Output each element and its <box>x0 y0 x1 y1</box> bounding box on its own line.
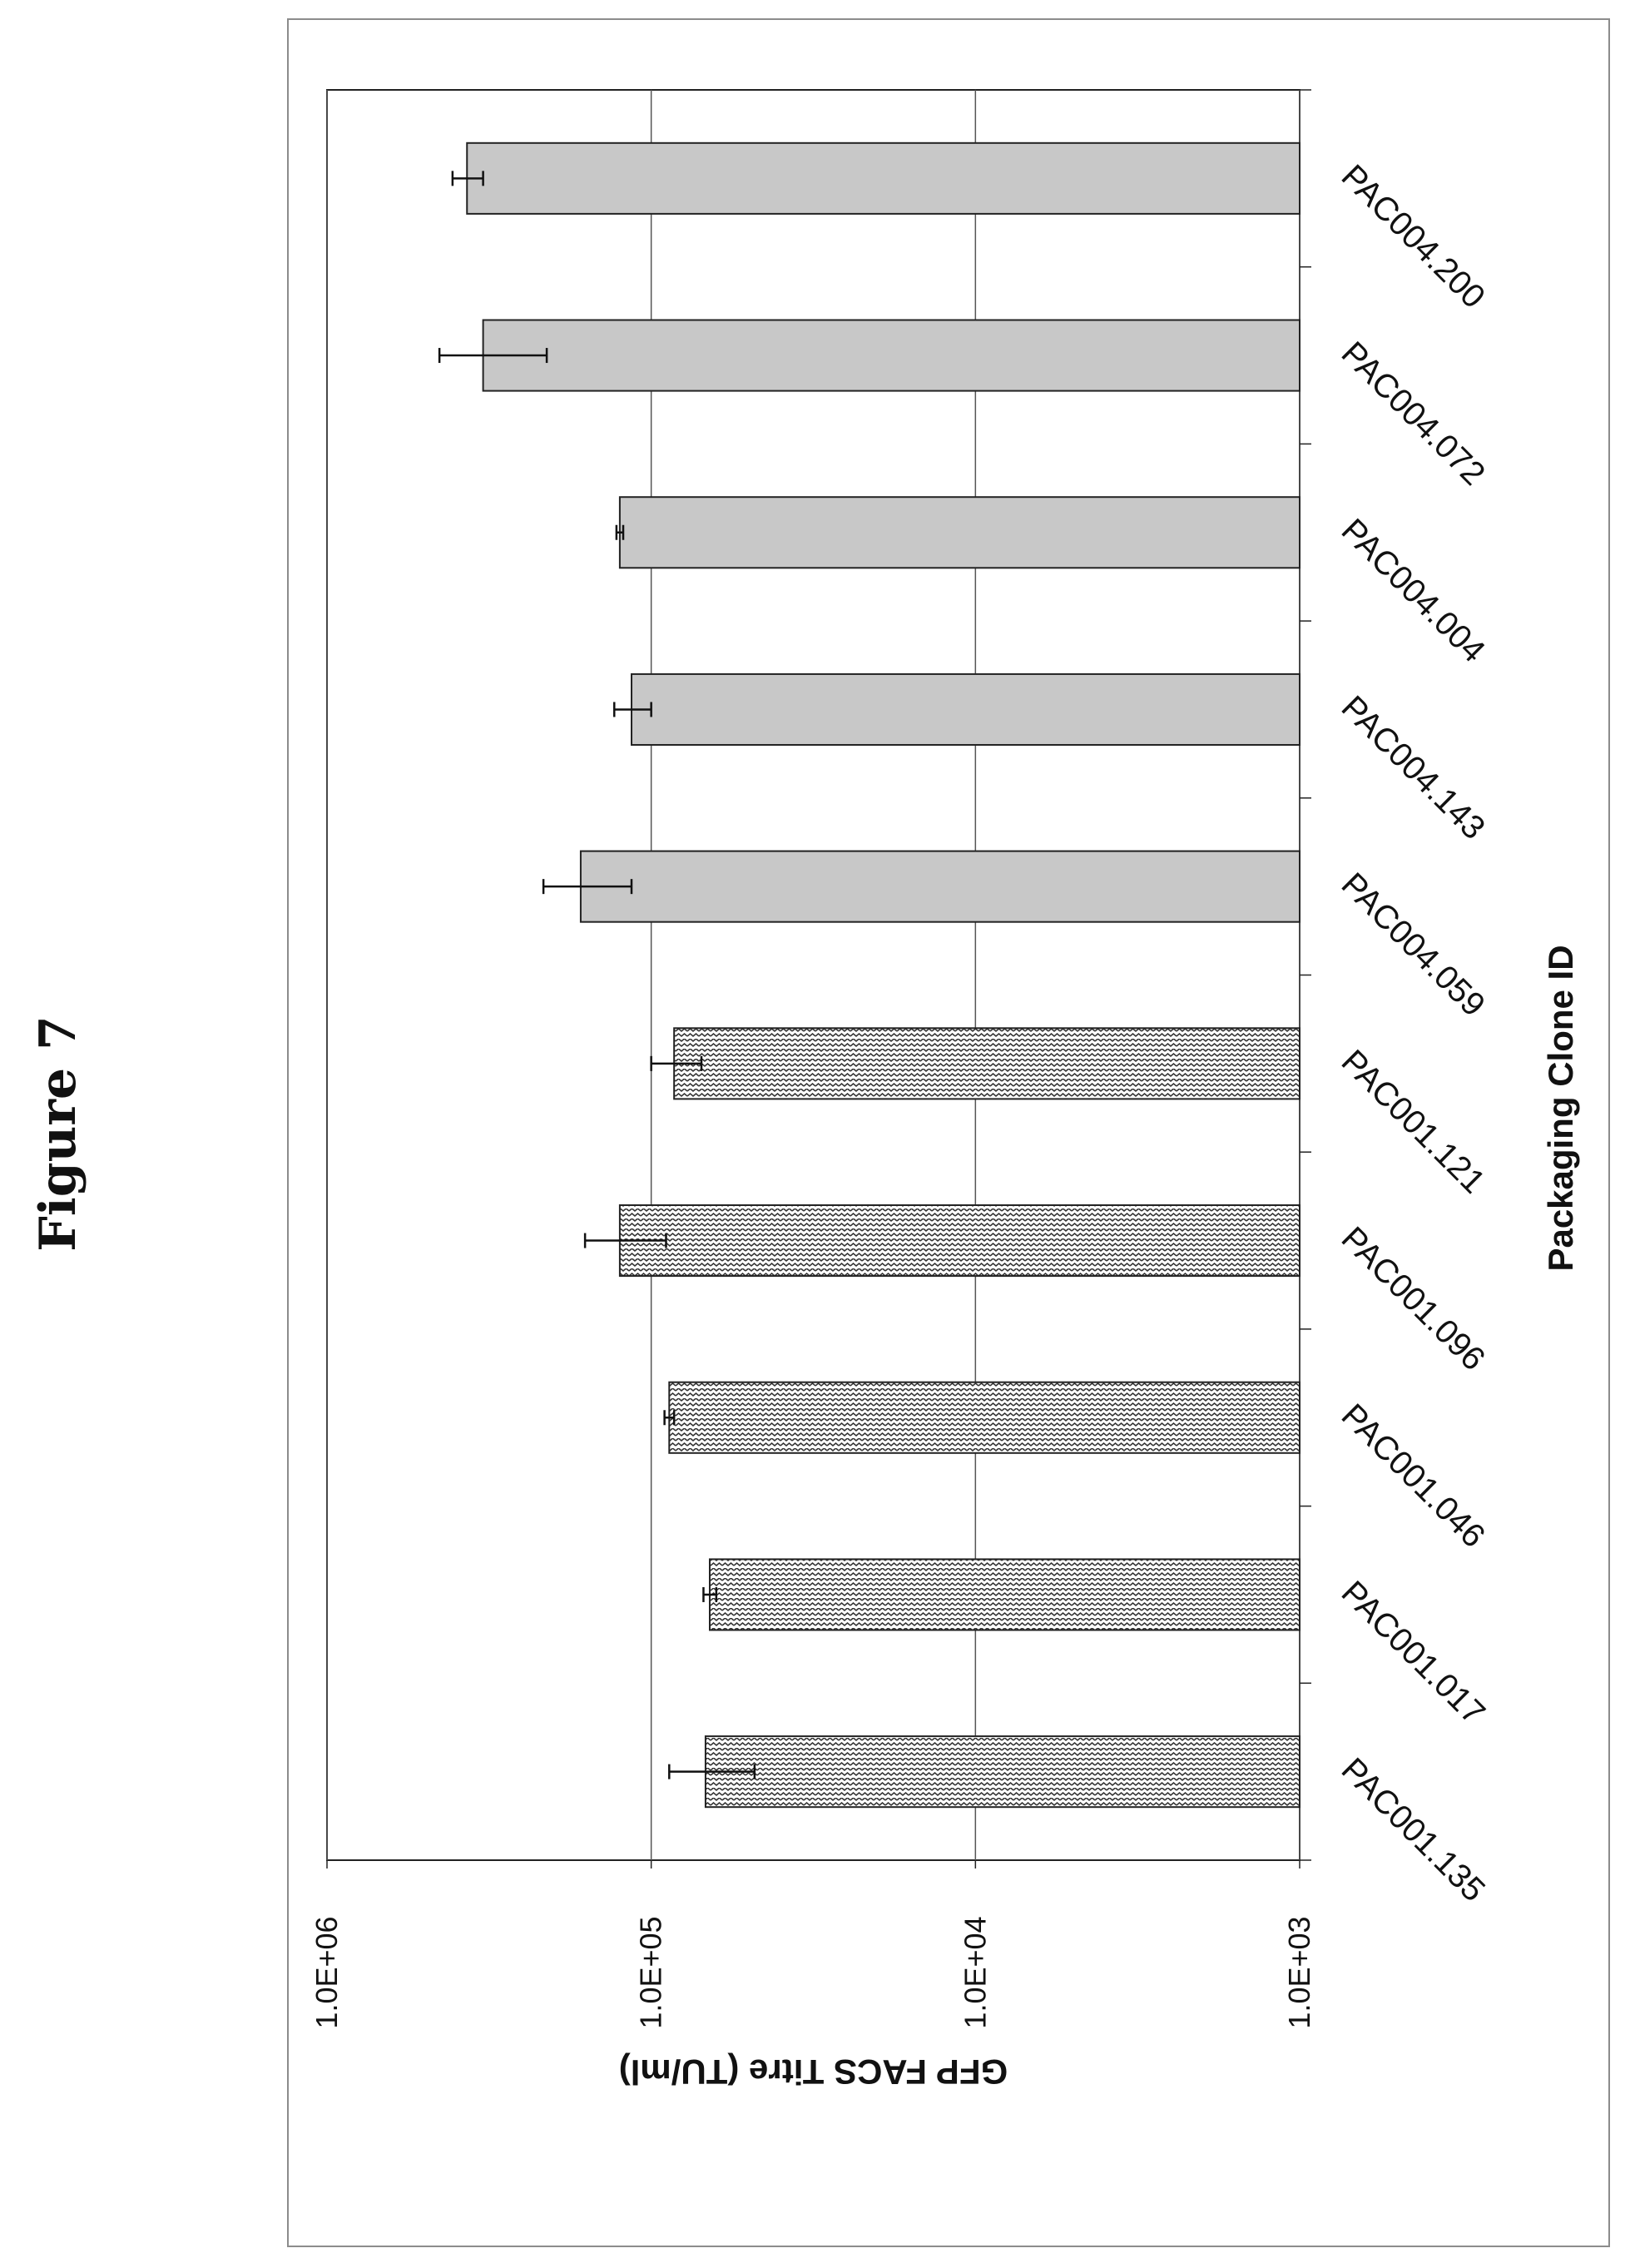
category-axis-title: Packaging Clone ID <box>1541 945 1580 1271</box>
category-label: PAC004.143 <box>1335 689 1492 846</box>
bar <box>631 672 1300 746</box>
category-label: PAC004.200 <box>1335 158 1492 315</box>
bar <box>673 1027 1300 1100</box>
value-tick-label: 1.0E+04 <box>958 1916 992 2028</box>
chart-frame <box>287 18 1610 2247</box>
category-label: PAC004.059 <box>1335 866 1492 1023</box>
category-label: PAC001.121 <box>1335 1043 1492 1200</box>
bar <box>708 1558 1300 1631</box>
category-label: PAC001.017 <box>1335 1574 1492 1731</box>
bar <box>618 1204 1300 1278</box>
value-tick-label: 1.0E+05 <box>634 1916 668 2028</box>
bar <box>466 141 1300 215</box>
bar <box>579 850 1300 923</box>
bar <box>482 319 1300 392</box>
category-label: PAC001.046 <box>1335 1397 1492 1555</box>
value-tick-label: 1.0E+06 <box>310 1916 344 2028</box>
value-axis-title: GFP FACS Titre (TU/ml) <box>619 2052 1008 2092</box>
category-label: PAC001.096 <box>1335 1220 1492 1377</box>
chart-marks <box>438 141 1300 1809</box>
category-label: PAC001.135 <box>1335 1751 1492 1908</box>
category-label: PAC004.072 <box>1335 335 1492 492</box>
value-tick-label: 1.0E+03 <box>1282 1916 1316 2028</box>
category-label: PAC004.004 <box>1335 512 1492 669</box>
bar <box>704 1735 1300 1809</box>
bar <box>618 496 1300 569</box>
bar <box>668 1381 1300 1454</box>
